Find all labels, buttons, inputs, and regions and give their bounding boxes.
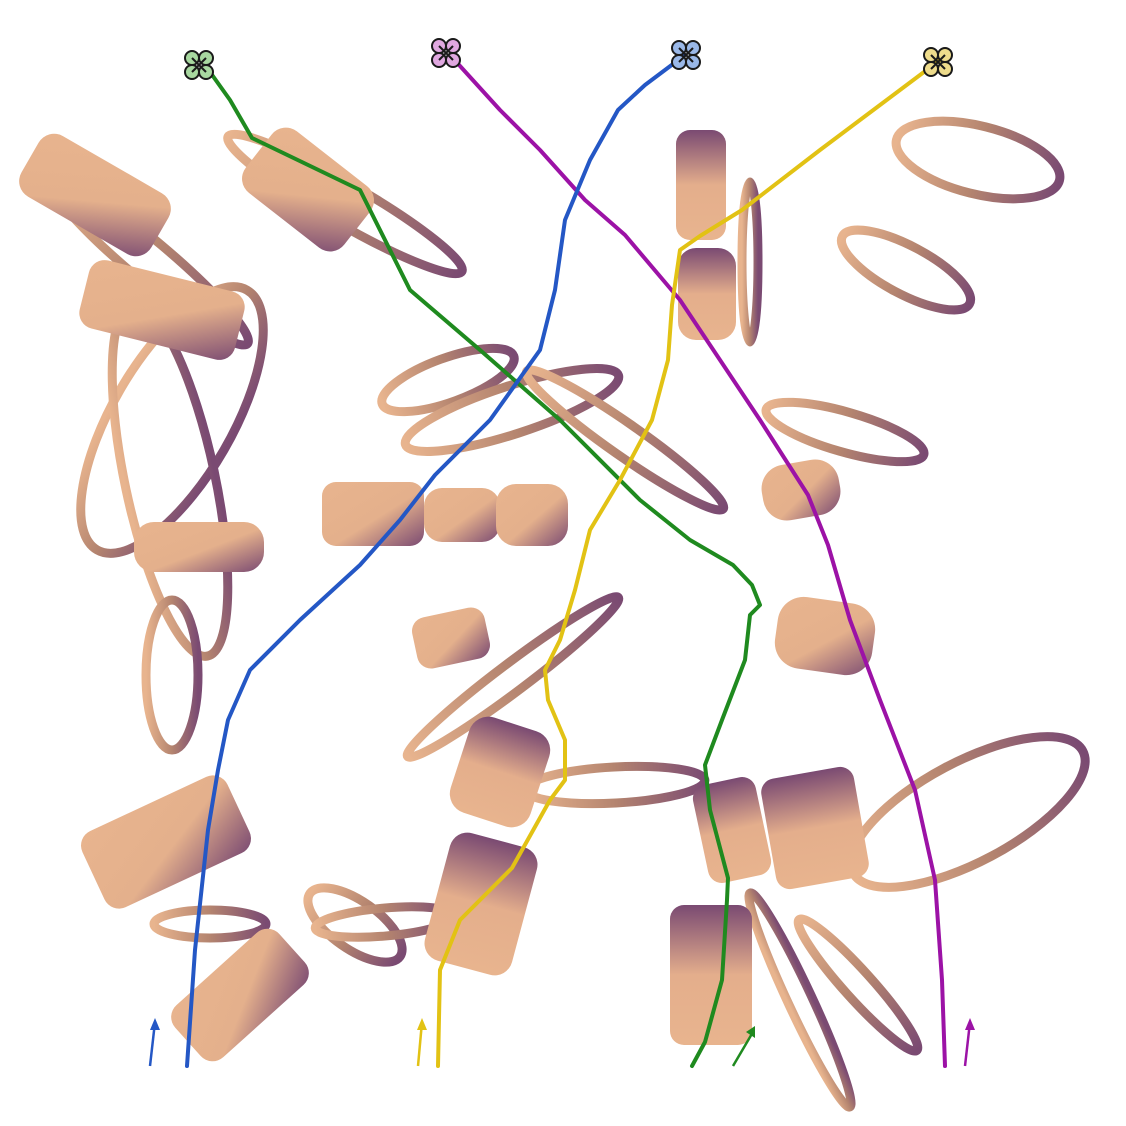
ring-obstacle [891, 116, 1065, 204]
cylinder-obstacles [19, 127, 876, 1062]
cylinder-obstacle [761, 459, 841, 521]
cylinder-obstacle [134, 522, 264, 572]
green-trajectory [203, 63, 762, 1068]
ring-obstacle [761, 397, 929, 467]
magenta-start-arrow [963, 1018, 975, 1067]
cylinder-obstacle [79, 260, 245, 360]
blue-trajectory [185, 53, 687, 1068]
drone-icons [184, 38, 953, 80]
ring-obstacle [846, 732, 1090, 892]
cylinder-obstacle [692, 777, 772, 883]
cylinder-obstacle [670, 905, 752, 1045]
yellow-drone-icon [923, 47, 953, 77]
ring-obstacle [402, 592, 624, 762]
cylinder-obstacle [449, 716, 551, 828]
ring-obstacle [400, 364, 624, 456]
cylinder-obstacle [412, 607, 490, 669]
cylinder-obstacle [678, 248, 736, 340]
cylinder-obstacle [242, 127, 375, 252]
magenta-trajectory [448, 53, 947, 1068]
yellow-trajectory [436, 58, 942, 1068]
ring-obstacle [744, 888, 856, 1112]
ring-obstacle [737, 177, 763, 347]
green-start-arrow [731, 1026, 755, 1067]
cylinder-obstacle [496, 484, 568, 546]
cylinder-obstacle [19, 133, 171, 257]
cylinder-obstacle [171, 928, 309, 1062]
magenta-drone-icon [431, 38, 461, 68]
cylinder-obstacle [322, 482, 424, 546]
cylinder-obstacle [676, 130, 726, 240]
ring-obstacle [149, 905, 271, 943]
cylinder-obstacle [774, 596, 876, 676]
trajectories [185, 53, 947, 1068]
ring-obstacle [141, 595, 203, 755]
blue-start-arrow [148, 1018, 160, 1067]
ring-obstacle [793, 914, 923, 1056]
cylinder-obstacle [761, 766, 869, 890]
ring-obstacle [377, 343, 519, 417]
green-drone-icon [184, 50, 214, 80]
cylinder-obstacle [424, 488, 500, 542]
ring-obstacle [836, 225, 976, 315]
cylinder-obstacle [81, 775, 251, 909]
blue-drone-icon [671, 40, 701, 70]
yellow-start-arrow [416, 1018, 427, 1067]
start-arrows [148, 1018, 975, 1067]
ring-obstacle [76, 282, 268, 558]
